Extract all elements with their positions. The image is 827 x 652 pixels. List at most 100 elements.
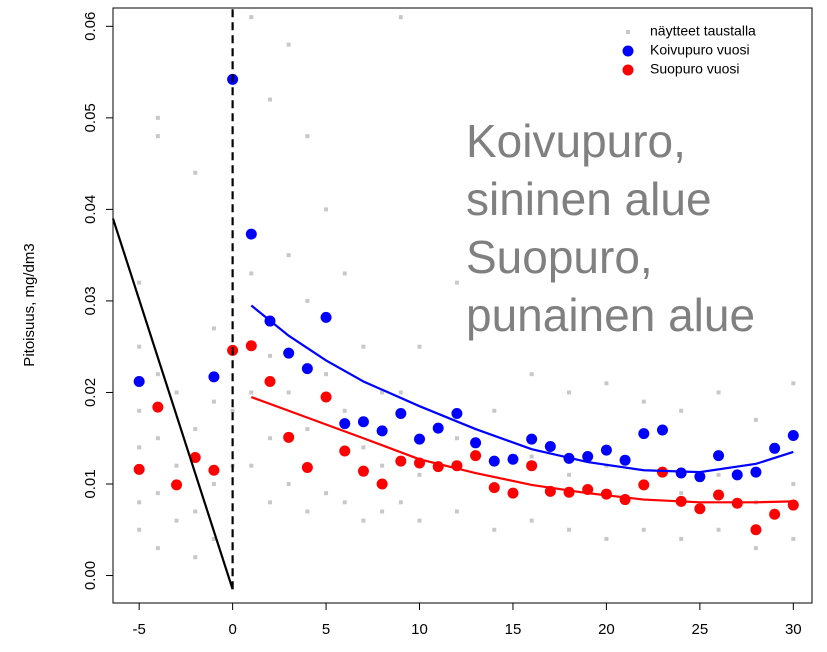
background-point	[137, 344, 142, 349]
data-point	[638, 428, 650, 440]
data-point	[171, 479, 183, 491]
background-point	[492, 527, 497, 532]
background-point	[193, 509, 198, 514]
background-point	[398, 15, 403, 20]
background-point	[567, 527, 572, 532]
data-point	[395, 455, 407, 467]
data-point	[656, 466, 668, 478]
annotation: sininen alue	[466, 173, 712, 225]
y-axis-label: Pitoisuus, mg/dm3	[21, 243, 38, 366]
background-point	[155, 115, 160, 120]
legend-label: Suopuro vuosi	[650, 61, 740, 77]
data-point	[526, 433, 538, 445]
background-point	[529, 454, 534, 459]
background-point	[137, 445, 142, 450]
data-point	[619, 494, 631, 506]
background-point	[604, 536, 609, 541]
background-point	[155, 491, 160, 496]
background-point	[361, 445, 366, 450]
data-point	[619, 454, 631, 466]
data-point	[414, 433, 426, 445]
data-point	[507, 487, 519, 499]
background-point	[267, 353, 272, 358]
y-tick-label: 0.01	[82, 469, 99, 498]
background-point	[679, 536, 684, 541]
background-point	[529, 372, 534, 377]
background-point	[211, 326, 216, 331]
data-point	[769, 442, 781, 454]
background-point	[417, 518, 422, 523]
data-point	[376, 478, 388, 490]
data-point	[544, 440, 556, 452]
background-point	[380, 509, 385, 514]
data-point	[451, 408, 463, 420]
data-point	[208, 464, 220, 476]
data-point	[507, 453, 519, 465]
background-point	[716, 472, 721, 477]
data-point	[638, 479, 650, 491]
x-tick-label: 25	[692, 621, 709, 638]
data-point	[787, 429, 799, 441]
background-point	[155, 134, 160, 139]
data-point	[769, 508, 781, 520]
background-point	[753, 546, 758, 551]
background-point	[286, 390, 291, 395]
background-point	[641, 399, 646, 404]
background-point	[305, 427, 310, 432]
background-point	[324, 207, 329, 212]
background-point	[193, 555, 198, 560]
data-point	[488, 482, 500, 494]
background-point	[529, 518, 534, 523]
annotation: Suopuro,	[466, 231, 653, 283]
legend-label: Koivupuro vuosi	[650, 42, 750, 58]
background-point	[155, 436, 160, 441]
data-point	[245, 340, 257, 352]
background-point	[342, 500, 347, 505]
background-point	[193, 170, 198, 175]
data-point	[694, 503, 706, 515]
background-point	[567, 390, 572, 395]
data-point	[488, 455, 500, 467]
y-tick-label: 0.06	[82, 12, 99, 41]
background-point	[380, 390, 385, 395]
background-point	[604, 381, 609, 386]
data-point	[713, 450, 725, 462]
data-point	[526, 460, 538, 472]
background-point	[249, 271, 254, 276]
background-point	[791, 536, 796, 541]
data-point	[283, 347, 295, 359]
data-point	[320, 311, 332, 323]
background-point	[249, 15, 254, 20]
y-tick-label: 0.02	[82, 378, 99, 407]
background-point	[267, 500, 272, 505]
background-point	[305, 134, 310, 139]
data-point	[357, 416, 369, 428]
background-point	[267, 436, 272, 441]
background-point	[342, 271, 347, 276]
data-point	[600, 444, 612, 456]
data-point	[731, 469, 743, 481]
data-point	[301, 462, 313, 474]
data-point	[432, 422, 444, 434]
background-point	[286, 42, 291, 47]
legend-marker	[622, 45, 634, 57]
line	[250, 304, 794, 474]
background-point	[791, 381, 796, 386]
annotation: Koivupuro,	[466, 115, 686, 167]
data-point	[395, 408, 407, 420]
data-point	[264, 375, 276, 387]
data-point	[283, 431, 295, 443]
background-point	[137, 527, 142, 532]
background-point	[342, 408, 347, 413]
data-point	[600, 488, 612, 500]
background-point	[380, 463, 385, 468]
background-point	[211, 399, 216, 404]
data-point	[245, 228, 257, 240]
data-point	[675, 467, 687, 479]
data-point	[189, 451, 201, 463]
y-tick-label: 0.05	[82, 103, 99, 132]
background-point	[417, 472, 422, 477]
line	[111, 218, 234, 590]
data-point	[582, 451, 594, 463]
